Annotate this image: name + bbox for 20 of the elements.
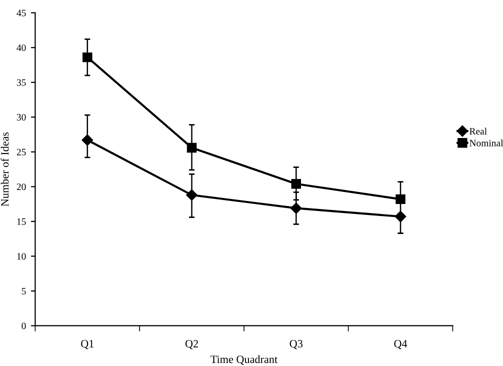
y-tick-label: 10	[17, 253, 26, 260]
y-tick-label: 35	[16, 79, 26, 86]
y-axis-title: Number of Ideas	[0, 132, 9, 206]
y-tick-label: 5	[22, 288, 26, 294]
y-tick-label: 45	[16, 10, 26, 16]
x-tick-label: Q4	[394, 340, 408, 350]
y-tick-label: 40	[16, 44, 26, 52]
y-tick-label: 0	[22, 322, 26, 330]
point	[82, 52, 92, 62]
legend-label: Nominal	[470, 140, 503, 146]
x-tick-label: Q2	[185, 340, 198, 350]
y-tick-label: 15	[17, 218, 26, 225]
point	[396, 194, 406, 204]
y-tick-label: 25	[16, 148, 26, 156]
legend-label: Real	[470, 128, 487, 135]
y-tick-label: 30	[16, 114, 26, 121]
x-tick-label: Q1	[81, 340, 94, 350]
x-tick-label: Q3	[290, 340, 302, 350]
x-axis-title: Time Quadrant	[210, 355, 278, 365]
y-tick-label: 20	[16, 184, 26, 190]
